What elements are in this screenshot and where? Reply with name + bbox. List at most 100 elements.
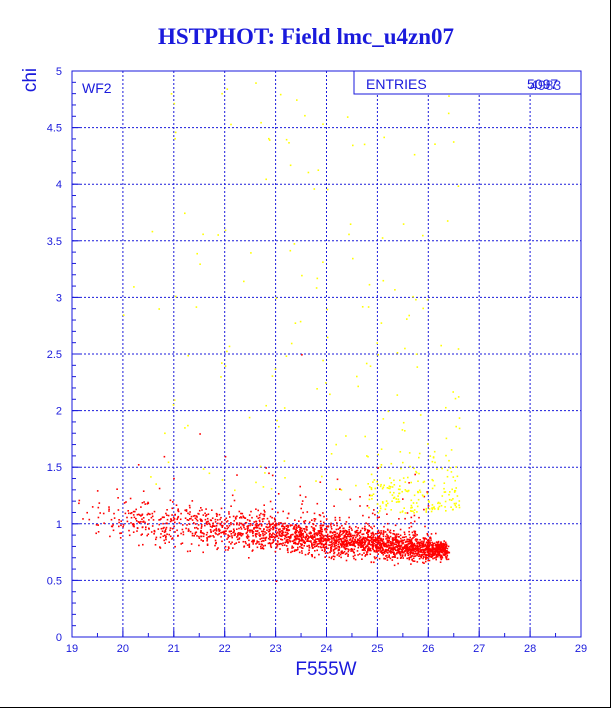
data-point xyxy=(252,549,254,551)
data-point xyxy=(358,553,361,555)
data-point xyxy=(267,542,270,545)
data-point xyxy=(238,522,241,524)
data-point xyxy=(361,545,363,548)
data-point xyxy=(440,554,443,557)
data-point xyxy=(293,243,296,245)
data-point xyxy=(292,540,295,542)
data-point xyxy=(400,556,402,559)
data-point xyxy=(399,546,401,549)
data-point xyxy=(143,501,145,503)
data-point xyxy=(349,543,351,545)
data-point xyxy=(405,536,407,538)
data-point xyxy=(224,527,226,530)
data-point xyxy=(285,534,287,536)
data-point xyxy=(311,542,313,545)
data-point xyxy=(349,535,352,537)
data-point xyxy=(287,542,289,544)
data-point xyxy=(423,556,425,558)
data-point xyxy=(279,528,281,530)
data-point xyxy=(210,535,212,537)
data-point xyxy=(164,530,167,533)
data-point xyxy=(379,537,381,539)
data-point xyxy=(445,556,448,558)
data-point xyxy=(122,524,125,526)
data-point xyxy=(432,506,435,509)
data-point xyxy=(166,509,168,511)
data-point xyxy=(173,518,176,520)
data-point xyxy=(323,521,325,524)
data-point xyxy=(285,545,288,547)
data-point xyxy=(347,550,350,553)
data-point xyxy=(300,536,303,539)
data-point xyxy=(320,546,323,549)
data-point xyxy=(222,524,224,527)
data-point xyxy=(275,524,278,526)
data-point xyxy=(446,547,449,550)
data-point xyxy=(352,550,354,552)
data-point xyxy=(402,551,405,554)
data-point xyxy=(441,544,443,546)
data-point xyxy=(443,487,445,490)
y-tick-label: 0.5 xyxy=(47,575,62,587)
data-point xyxy=(316,533,318,536)
data-point xyxy=(316,388,318,390)
data-point xyxy=(240,532,243,535)
data-point xyxy=(305,525,307,528)
data-point xyxy=(379,485,382,488)
data-point xyxy=(200,539,203,541)
data-point xyxy=(413,555,415,557)
data-point xyxy=(368,516,370,519)
data-point xyxy=(326,336,329,339)
data-point xyxy=(256,515,258,518)
data-point xyxy=(271,523,273,525)
data-point xyxy=(360,529,362,532)
data-point xyxy=(220,535,222,538)
y-tick-label: 1 xyxy=(56,519,62,531)
data-point xyxy=(176,518,178,521)
data-point xyxy=(191,519,194,521)
data-point xyxy=(341,524,343,527)
data-point xyxy=(287,540,289,543)
data-point xyxy=(164,534,166,537)
data-point xyxy=(326,188,329,191)
data-point xyxy=(413,553,415,555)
data-point xyxy=(310,554,313,556)
data-point xyxy=(324,552,327,554)
data-point xyxy=(205,514,208,516)
data-point xyxy=(262,548,265,550)
data-point xyxy=(324,534,326,537)
data-point xyxy=(419,555,421,558)
data-point xyxy=(321,542,323,545)
data-point xyxy=(433,450,436,453)
data-point xyxy=(234,516,237,519)
data-point xyxy=(414,530,417,533)
data-point xyxy=(388,485,391,488)
data-point xyxy=(246,519,249,521)
data-point xyxy=(343,536,345,539)
data-point xyxy=(404,489,407,491)
data-point xyxy=(226,525,228,527)
data-point xyxy=(159,518,161,521)
data-point xyxy=(233,543,236,545)
data-point xyxy=(399,479,401,482)
data-point xyxy=(423,539,425,541)
data-point xyxy=(407,544,409,546)
data-point xyxy=(276,419,278,422)
data-point xyxy=(275,535,277,538)
data-point xyxy=(413,514,416,517)
data-point xyxy=(287,525,290,527)
data-point xyxy=(268,528,270,531)
data-point xyxy=(220,524,223,527)
data-point xyxy=(242,525,245,527)
data-point xyxy=(308,549,310,551)
data-point xyxy=(170,519,173,522)
data-point xyxy=(243,526,245,529)
data-point xyxy=(411,542,414,545)
x-tick-label: 25 xyxy=(371,643,383,655)
data-point xyxy=(213,529,216,531)
data-point xyxy=(356,541,358,543)
data-point xyxy=(251,540,253,543)
data-point xyxy=(345,545,347,548)
data-point xyxy=(423,541,425,543)
data-point xyxy=(374,544,377,546)
